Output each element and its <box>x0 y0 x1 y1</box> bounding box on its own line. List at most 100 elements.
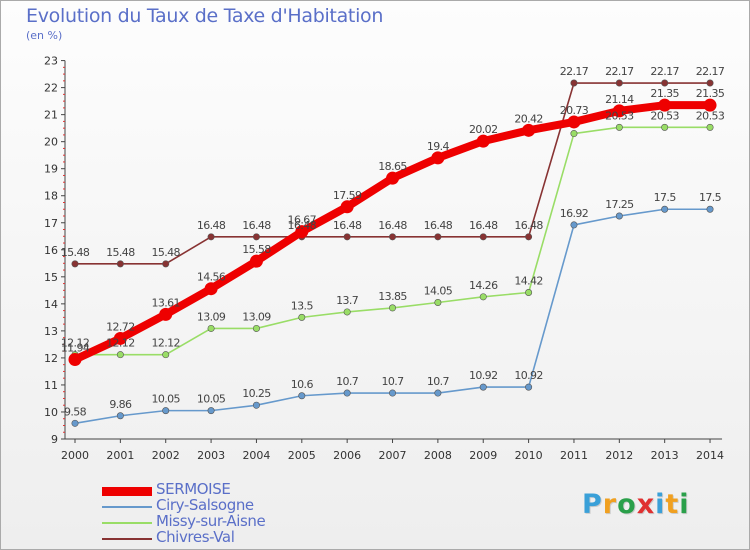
data-point-1 <box>479 383 487 391</box>
chart-title: Evolution du Taux de Taxe d'Habitation <box>26 5 384 27</box>
legend-label: SERMOISE <box>156 480 231 498</box>
data-label-0: 19.4 <box>427 140 450 153</box>
data-point-3 <box>252 233 260 241</box>
x-tick-label: 2009 <box>469 449 497 462</box>
data-label-3: 16.48 <box>469 219 498 232</box>
data-label-0: 21.14 <box>605 93 634 106</box>
y-tick-label: 11 <box>44 379 58 392</box>
data-point-1 <box>615 212 623 220</box>
y-tick-label: 14 <box>44 298 58 311</box>
data-point-3 <box>71 260 79 268</box>
data-point-0 <box>476 134 490 148</box>
logo-letter: P <box>582 489 603 520</box>
y-tick-label: 23 <box>44 55 58 68</box>
data-label-1: 10.25 <box>242 387 271 400</box>
data-label-3: 22.17 <box>605 65 634 78</box>
chart-subtitle: (en %) <box>26 29 63 42</box>
data-label-0: 20.73 <box>560 104 589 117</box>
data-label-2: 13.5 <box>291 299 314 312</box>
data-label-0: 17.59 <box>333 189 362 202</box>
x-tick-label: 2011 <box>560 449 588 462</box>
data-label-3: 16.48 <box>333 219 362 232</box>
logo-letter: x <box>636 489 656 520</box>
data-point-0 <box>68 353 82 367</box>
data-point-1 <box>434 389 442 397</box>
data-label-0: 12.72 <box>106 320 135 333</box>
data-point-3 <box>162 260 170 268</box>
data-label-1: 17.5 <box>699 191 722 204</box>
data-label-3: 22.17 <box>650 65 679 78</box>
data-label-0: 20.02 <box>469 123 498 136</box>
data-point-3 <box>525 233 533 241</box>
data-point-0 <box>204 282 218 296</box>
legend-item: SERMOISE <box>102 480 402 499</box>
x-tick-label: 2005 <box>288 449 316 462</box>
y-tick-label: 20 <box>44 136 58 149</box>
data-point-0 <box>522 123 536 137</box>
data-point-1 <box>298 392 306 400</box>
data-label-0: 21.35 <box>650 87 679 100</box>
data-point-0 <box>703 98 717 112</box>
data-point-3 <box>479 233 487 241</box>
data-point-3 <box>661 79 669 87</box>
data-label-1: 10.92 <box>514 369 543 382</box>
data-point-2 <box>661 123 669 131</box>
data-point-0 <box>295 225 309 239</box>
data-point-0 <box>658 98 672 112</box>
legend-item: Missy-sur-Aisne <box>102 512 402 531</box>
data-label-3: 16.48 <box>288 219 317 232</box>
data-label-1: 10.05 <box>197 393 226 406</box>
data-point-2 <box>615 123 623 131</box>
data-label-2: 14.26 <box>469 279 498 292</box>
y-tick-label: 19 <box>44 163 58 176</box>
x-tick-label: 2001 <box>106 449 134 462</box>
x-tick-label: 2012 <box>605 449 633 462</box>
data-point-3 <box>434 233 442 241</box>
data-label-3: 16.48 <box>378 219 407 232</box>
x-tick-label: 2013 <box>651 449 679 462</box>
data-point-0 <box>159 307 173 321</box>
data-label-2: 13.85 <box>378 290 407 303</box>
data-point-2 <box>252 324 260 332</box>
data-label-3: 15.48 <box>61 246 90 259</box>
x-tick-label: 2007 <box>379 449 407 462</box>
x-tick-label: 2003 <box>197 449 225 462</box>
logo-letter: r <box>602 489 618 520</box>
data-point-1 <box>207 407 215 415</box>
data-label-1: 9.86 <box>109 398 132 411</box>
legend-label: Ciry-Salsogne <box>156 496 254 514</box>
data-point-2 <box>570 130 578 138</box>
data-label-1: 17.5 <box>654 191 677 204</box>
data-label-2: 13.09 <box>242 310 271 323</box>
data-point-2 <box>389 304 397 312</box>
data-label-2: 12.12 <box>61 337 90 350</box>
y-tick-label: 17 <box>44 217 58 230</box>
y-tick-label: 16 <box>44 244 58 257</box>
data-point-3 <box>343 233 351 241</box>
x-tick-label: 2008 <box>424 449 452 462</box>
data-label-3: 16.48 <box>197 219 226 232</box>
data-point-1 <box>162 407 170 415</box>
x-tick-label: 2002 <box>152 449 180 462</box>
data-label-0: 13.61 <box>151 296 180 309</box>
data-label-1: 17.25 <box>605 198 634 211</box>
data-label-0: 16.67 <box>288 214 317 227</box>
data-label-2: 14.42 <box>514 274 543 287</box>
x-tick-label: 2000 <box>61 449 89 462</box>
data-point-1 <box>252 401 260 409</box>
data-label-2: 13.09 <box>197 310 226 323</box>
x-tick-label: 2004 <box>242 449 270 462</box>
data-label-1: 10.7 <box>336 375 359 388</box>
logo-letter: o <box>617 489 637 520</box>
legend-swatch <box>102 522 152 524</box>
data-point-2 <box>479 293 487 301</box>
data-point-0 <box>249 254 263 268</box>
data-point-1 <box>525 383 533 391</box>
logo-letter: t <box>665 489 680 520</box>
data-label-1: 9.58 <box>64 405 87 418</box>
data-label-0: 11.94 <box>61 342 90 355</box>
data-point-0 <box>386 171 400 185</box>
legend-swatch <box>102 506 152 508</box>
data-label-2: 13.7 <box>336 294 359 307</box>
data-label-0: 15.58 <box>242 243 271 256</box>
